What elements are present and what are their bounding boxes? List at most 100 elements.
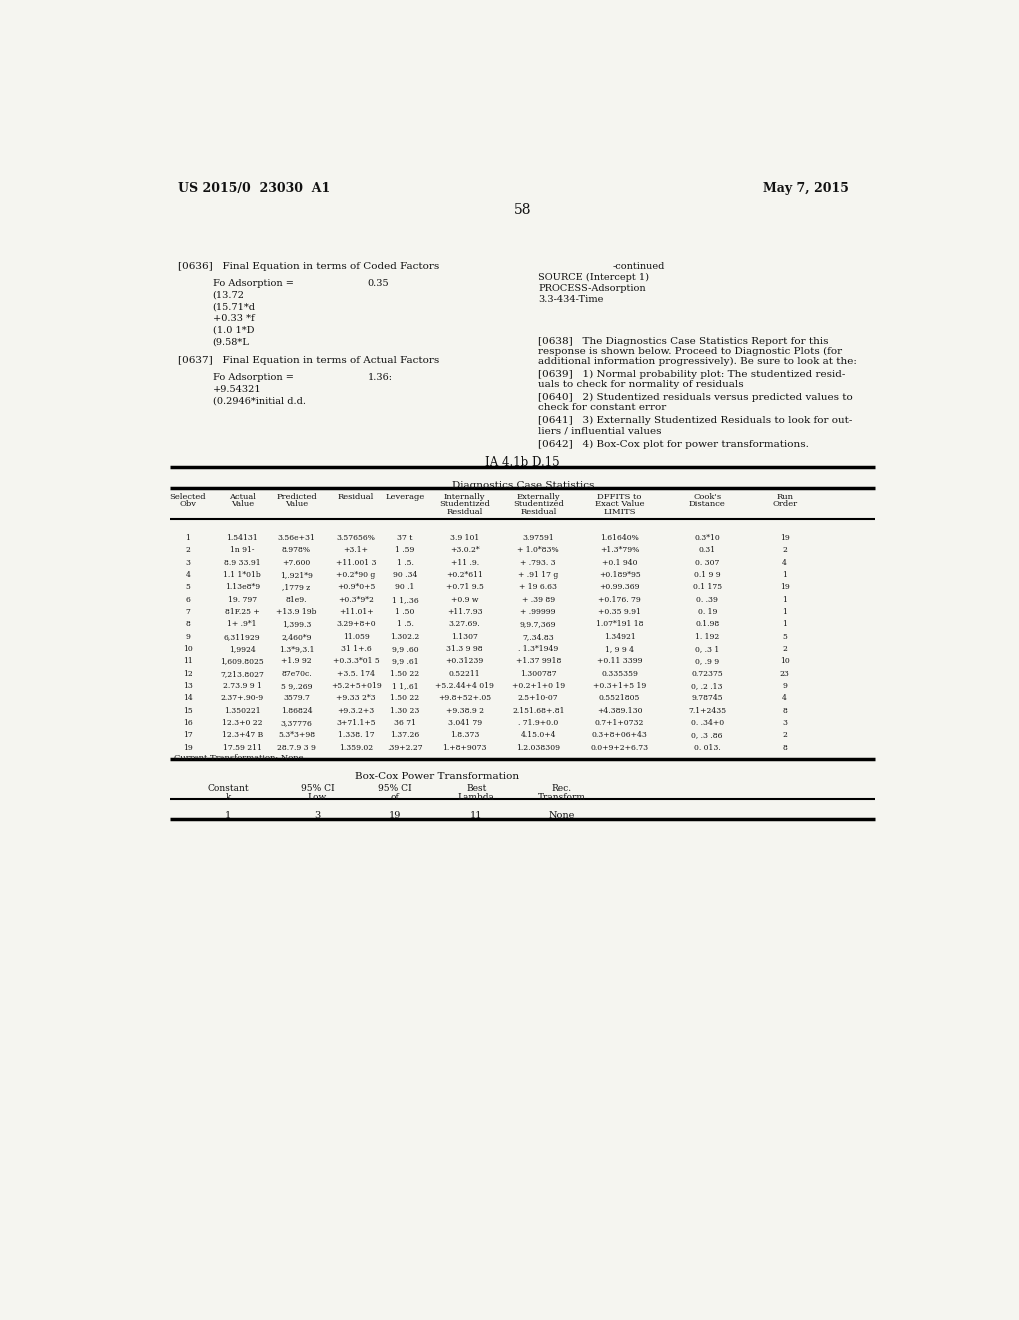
Text: [0642]   4) Box-Cox plot for power transformations.: [0642] 4) Box-Cox plot for power transfo… — [538, 440, 808, 449]
Text: Residual: Residual — [446, 508, 482, 516]
Text: ,1779 z: ,1779 z — [282, 583, 310, 591]
Text: 9,9.7,369: 9,9.7,369 — [520, 620, 556, 628]
Text: +0.189*95: +0.189*95 — [598, 572, 640, 579]
Text: 95% CI: 95% CI — [378, 784, 412, 793]
Text: +11.7.93: +11.7.93 — [446, 609, 482, 616]
Text: +0.31239: +0.31239 — [445, 657, 483, 665]
Text: 11.059: 11.059 — [342, 632, 369, 640]
Text: 9,9 .61: 9,9 .61 — [391, 657, 418, 665]
Text: Fo Adsorption =: Fo Adsorption = — [213, 280, 293, 288]
Text: 0.1 175: 0.1 175 — [692, 583, 721, 591]
Text: 81F.25 +: 81F.25 + — [224, 609, 259, 616]
Text: 9: 9 — [782, 682, 787, 690]
Text: Residual: Residual — [520, 508, 556, 516]
Text: 1,.921*9: 1,.921*9 — [280, 572, 313, 579]
Text: +9.3.2+3: +9.3.2+3 — [337, 706, 374, 714]
Text: 1.37.26: 1.37.26 — [390, 731, 419, 739]
Text: Value: Value — [230, 500, 254, 508]
Text: 0.3*10: 0.3*10 — [694, 535, 719, 543]
Text: [0636]   Final Equation in terms of Coded Factors: [0636] Final Equation in terms of Coded … — [177, 263, 439, 272]
Text: 9: 9 — [185, 632, 191, 640]
Text: 28.7.9 3 9: 28.7.9 3 9 — [277, 743, 316, 751]
Text: 1.36:: 1.36: — [368, 374, 392, 383]
Text: US 2015/0  23030  A1: US 2015/0 23030 A1 — [177, 182, 330, 194]
Text: 10: 10 — [182, 645, 193, 653]
Text: 3.97591: 3.97591 — [522, 535, 553, 543]
Text: +0.3+1+5 19: +0.3+1+5 19 — [592, 682, 646, 690]
Text: . 1.3*1949: . 1.3*1949 — [518, 645, 557, 653]
Text: (13.72: (13.72 — [213, 290, 245, 300]
Text: 0.31: 0.31 — [698, 546, 715, 554]
Text: 37 t: 37 t — [396, 535, 413, 543]
Text: Box-Cox Power Transformation: Box-Cox Power Transformation — [355, 772, 519, 781]
Text: 87e70c.: 87e70c. — [281, 669, 312, 677]
Text: Diagnostics Case Statistics: Diagnostics Case Statistics — [451, 480, 593, 490]
Text: 1.1 1*01b: 1.1 1*01b — [223, 572, 261, 579]
Text: liers / influential values: liers / influential values — [538, 426, 661, 436]
Text: 1.61640%: 1.61640% — [599, 535, 638, 543]
Text: 4: 4 — [782, 694, 787, 702]
Text: 12.3+47 B: 12.3+47 B — [221, 731, 263, 739]
Text: + .793. 3: + .793. 3 — [520, 558, 555, 566]
Text: 10: 10 — [780, 657, 789, 665]
Text: 1.34921: 1.34921 — [603, 632, 635, 640]
Text: response is shown below. Proceed to Diagnostic Plots (for: response is shown below. Proceed to Diag… — [538, 347, 842, 356]
Text: +5.2.44+4 019: +5.2.44+4 019 — [435, 682, 493, 690]
Text: 1 .50: 1 .50 — [395, 609, 415, 616]
Text: 9.78745: 9.78745 — [691, 694, 722, 702]
Text: 3+71.1+5: 3+71.1+5 — [336, 719, 376, 727]
Text: 2.5+10-07: 2.5+10-07 — [518, 694, 558, 702]
Text: +0.11 3399: +0.11 3399 — [596, 657, 642, 665]
Text: +0.9 w: +0.9 w — [450, 595, 478, 603]
Text: 8.9 33.91: 8.9 33.91 — [223, 558, 260, 566]
Text: 3: 3 — [314, 810, 320, 820]
Text: 0.35: 0.35 — [368, 280, 389, 288]
Text: Constant: Constant — [207, 784, 249, 793]
Text: 1: 1 — [782, 572, 787, 579]
Text: +7.600: +7.600 — [282, 558, 310, 566]
Text: 17: 17 — [182, 731, 193, 739]
Text: 0.335359: 0.335359 — [600, 669, 638, 677]
Text: Rec.: Rec. — [551, 784, 571, 793]
Text: 8.978%: 8.978% — [281, 546, 311, 554]
Text: 3.56e+31: 3.56e+31 — [277, 535, 315, 543]
Text: 3: 3 — [782, 719, 787, 727]
Text: +9.54321: +9.54321 — [213, 385, 261, 393]
Text: Leverage: Leverage — [385, 492, 424, 500]
Text: Distance: Distance — [688, 500, 725, 508]
Text: + 19 6.63: + 19 6.63 — [519, 583, 556, 591]
Text: +0.71 9.5: +0.71 9.5 — [445, 583, 483, 591]
Text: +0.33 *f: +0.33 *f — [213, 314, 254, 323]
Text: Externally: Externally — [516, 492, 559, 500]
Text: 12.3+0 22: 12.3+0 22 — [222, 719, 262, 727]
Text: 1: 1 — [185, 535, 191, 543]
Text: +0.2*90 g: +0.2*90 g — [336, 572, 375, 579]
Text: +11.001 3: +11.001 3 — [335, 558, 376, 566]
Text: 95% CI: 95% CI — [301, 784, 334, 793]
Text: 13: 13 — [182, 682, 193, 690]
Text: 0, .2 .13: 0, .2 .13 — [691, 682, 722, 690]
Text: May 7, 2015: May 7, 2015 — [762, 182, 848, 194]
Text: 1.86824: 1.86824 — [280, 706, 312, 714]
Text: 1.302.2: 1.302.2 — [390, 632, 419, 640]
Text: 23: 23 — [779, 669, 789, 677]
Text: Low: Low — [308, 793, 327, 801]
Text: 17.59 211: 17.59 211 — [222, 743, 262, 751]
Text: 6,311929: 6,311929 — [223, 632, 260, 640]
Text: LIMITS: LIMITS — [603, 508, 635, 516]
Text: 0, .3 .86: 0, .3 .86 — [691, 731, 722, 739]
Text: 0.7+1+0732: 0.7+1+0732 — [594, 719, 644, 727]
Text: 0.0+9+2+6.73: 0.0+9+2+6.73 — [590, 743, 648, 751]
Text: 3: 3 — [185, 558, 191, 566]
Text: +9.33 2*3: +9.33 2*3 — [336, 694, 376, 702]
Text: 0. 307: 0. 307 — [694, 558, 718, 566]
Text: k: k — [225, 793, 230, 801]
Text: 5.3*3+98: 5.3*3+98 — [277, 731, 315, 739]
Text: +9.8+52+.05: +9.8+52+.05 — [437, 694, 491, 702]
Text: +3.0.2*: +3.0.2* — [449, 546, 479, 554]
Text: 58: 58 — [514, 203, 531, 216]
Text: None: None — [548, 810, 574, 820]
Text: Studentized: Studentized — [439, 500, 489, 508]
Text: 19. 797: 19. 797 — [227, 595, 257, 603]
Text: 81e9.: 81e9. — [285, 595, 307, 603]
